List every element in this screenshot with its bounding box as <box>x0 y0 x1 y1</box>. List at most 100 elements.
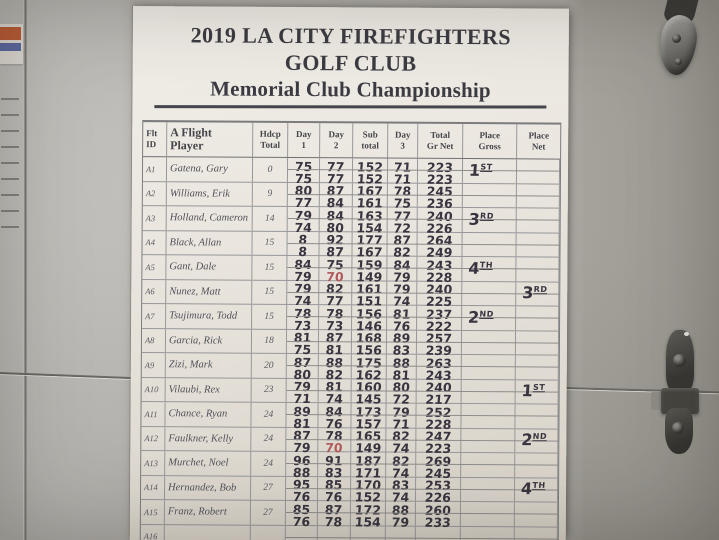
handicap-total: 24 <box>263 409 274 420</box>
table-row: A5 Gant, Dale 15 84 79 75 70 159 149 84 79 243 228 4T… <box>142 255 560 284</box>
net-score-line: 82 <box>319 366 351 382</box>
gross-score-line: 8 <box>288 231 319 247</box>
flight-id: A10 <box>144 384 159 395</box>
gross-score-line: 87 <box>388 232 417 248</box>
handicap-total: 15 <box>264 262 275 273</box>
gross-score-line: 260 <box>416 502 460 518</box>
net-score-line: 154 <box>353 219 387 235</box>
column-header-top: Total <box>430 129 451 140</box>
handicap-cell <box>250 525 286 540</box>
gross-score-line: 264 <box>418 232 462 248</box>
score-table: Flt ID A Flight Player Hdcp Total Day 1 Day 2 Sub t… <box>139 120 562 540</box>
flight-id-cell: A13 <box>141 451 166 475</box>
column-header-bottom: 1 <box>301 140 306 151</box>
flight-id: A2 <box>145 188 156 199</box>
net-score-line: 162 <box>352 366 386 382</box>
net-score-line: 74 <box>319 390 351 406</box>
place-annotation: 3RD <box>467 209 495 229</box>
gross-score-line: 78 <box>319 305 351 321</box>
place-annotation: 2ND <box>520 430 548 450</box>
screw-icon <box>672 34 681 43</box>
net-score-line: 76 <box>318 488 350 504</box>
column-header: Place Gross <box>463 124 518 159</box>
gross-score-line: 80 <box>387 379 416 395</box>
flight-id: A8 <box>144 335 155 346</box>
flight-id-cell: A9 <box>141 353 166 377</box>
handicap-total: 15 <box>264 238 275 249</box>
gross-score-line: 161 <box>352 281 386 297</box>
net-score-line: 77 <box>288 194 319 210</box>
gross-score-line <box>386 526 415 538</box>
gross-score-line: 257 <box>417 330 461 346</box>
gross-score-line <box>416 526 460 538</box>
latch-keeper <box>651 392 663 410</box>
gross-score-line: 263 <box>417 355 461 371</box>
flight-id-cell: A12 <box>141 426 166 451</box>
cabinet-latch-top <box>648 0 719 90</box>
net-score-line: 79 <box>287 268 318 283</box>
gross-score-line: 187 <box>351 452 385 468</box>
table-row: A3 Holland, Cameron 14 79 74 84 80 163 154 77 72 24… <box>142 206 560 235</box>
player-name: Hernandez, Bob <box>168 481 237 494</box>
net-score-line: 87 <box>319 243 351 259</box>
flight-id-cell: A10 <box>141 377 166 402</box>
gross-score-line: 79 <box>387 404 416 419</box>
player-name: Murchet, Noel <box>168 457 229 469</box>
gross-score-line: 85 <box>286 501 317 517</box>
handicap-total: 0 <box>267 164 273 175</box>
net-score-line: 82 <box>387 244 416 260</box>
net-score-line: 76 <box>318 415 350 431</box>
net-score-line: 225 <box>417 293 461 309</box>
player-cell: Vilaubi, Rex <box>165 377 252 402</box>
column-header-top: Day <box>394 129 411 140</box>
table-row: A12 Faulkner, Kelly 24 87 79 78 70 165 149 82 74 24… <box>141 426 559 456</box>
net-score-line: 152 <box>353 170 387 186</box>
gross-score-line: 89 <box>287 403 318 419</box>
place-ordinal: ND <box>479 309 495 319</box>
place-annotation: 4TH <box>467 258 494 278</box>
place-ordinal: ND <box>532 432 548 442</box>
player-cell: Faulkner, Kelly <box>165 426 252 451</box>
column-header-bottom: 3 <box>400 140 405 151</box>
net-score-line: 151 <box>352 293 386 308</box>
flight-id: A15 <box>143 506 158 517</box>
gross-score-line: 173 <box>352 403 386 419</box>
cabinet-latch-middle <box>646 328 719 454</box>
column-header: Total Gr Net <box>418 123 464 159</box>
player-name: Vilaubi, Rex <box>168 383 220 396</box>
net-score-line: 88 <box>286 464 317 479</box>
flight-id-cell: A11 <box>141 402 166 426</box>
net-score-line: 149 <box>351 440 385 455</box>
net-score-line: 72 <box>388 219 417 235</box>
net-score-line: 76 <box>286 513 317 528</box>
table-row: A15 Franz, Robert 27 85 76 87 78 172 154 88 79 260 2… <box>140 500 558 529</box>
net-score-line: 74 <box>288 219 319 234</box>
gross-score-line: 75 <box>319 256 351 272</box>
player-name: Gant, Dale <box>169 261 217 273</box>
gross-score-line: 159 <box>352 256 386 272</box>
handicap-total: 20 <box>264 360 274 371</box>
net-score-line: 152 <box>351 489 385 504</box>
net-score-line: 70 <box>319 268 351 284</box>
place-annotation: 1ST <box>520 381 546 401</box>
column-header-bottom: total <box>361 140 379 151</box>
gross-score-line: 78 <box>287 305 318 321</box>
table-header-row: Flt ID A Flight Player Hdcp Total Day 1 Day 2 Sub t… <box>143 122 561 160</box>
player-cell <box>164 524 251 540</box>
scoresheet-paper: 2019 LA CITY FIREFIGHTERS GOLF CLUB Memo… <box>129 6 569 540</box>
cabinet-vertical-seam <box>23 0 27 540</box>
player-cell: Franz, Robert <box>164 500 251 525</box>
net-score-line: 74 <box>386 464 415 480</box>
net-score-line: 71 <box>386 415 415 431</box>
gross-score-line: 77 <box>320 158 352 174</box>
gross-score-line: 91 <box>318 452 350 468</box>
flight-id-cell: A1 <box>142 157 168 181</box>
column-header-top: Place <box>479 130 500 141</box>
column-header: Flt ID <box>143 122 168 157</box>
place-annotation: 4TH <box>520 479 546 499</box>
flight-id: A1 <box>145 163 156 174</box>
gross-score-line: 168 <box>352 330 386 346</box>
place-ordinal: ST <box>532 383 546 393</box>
gross-score-line: 245 <box>418 183 462 199</box>
